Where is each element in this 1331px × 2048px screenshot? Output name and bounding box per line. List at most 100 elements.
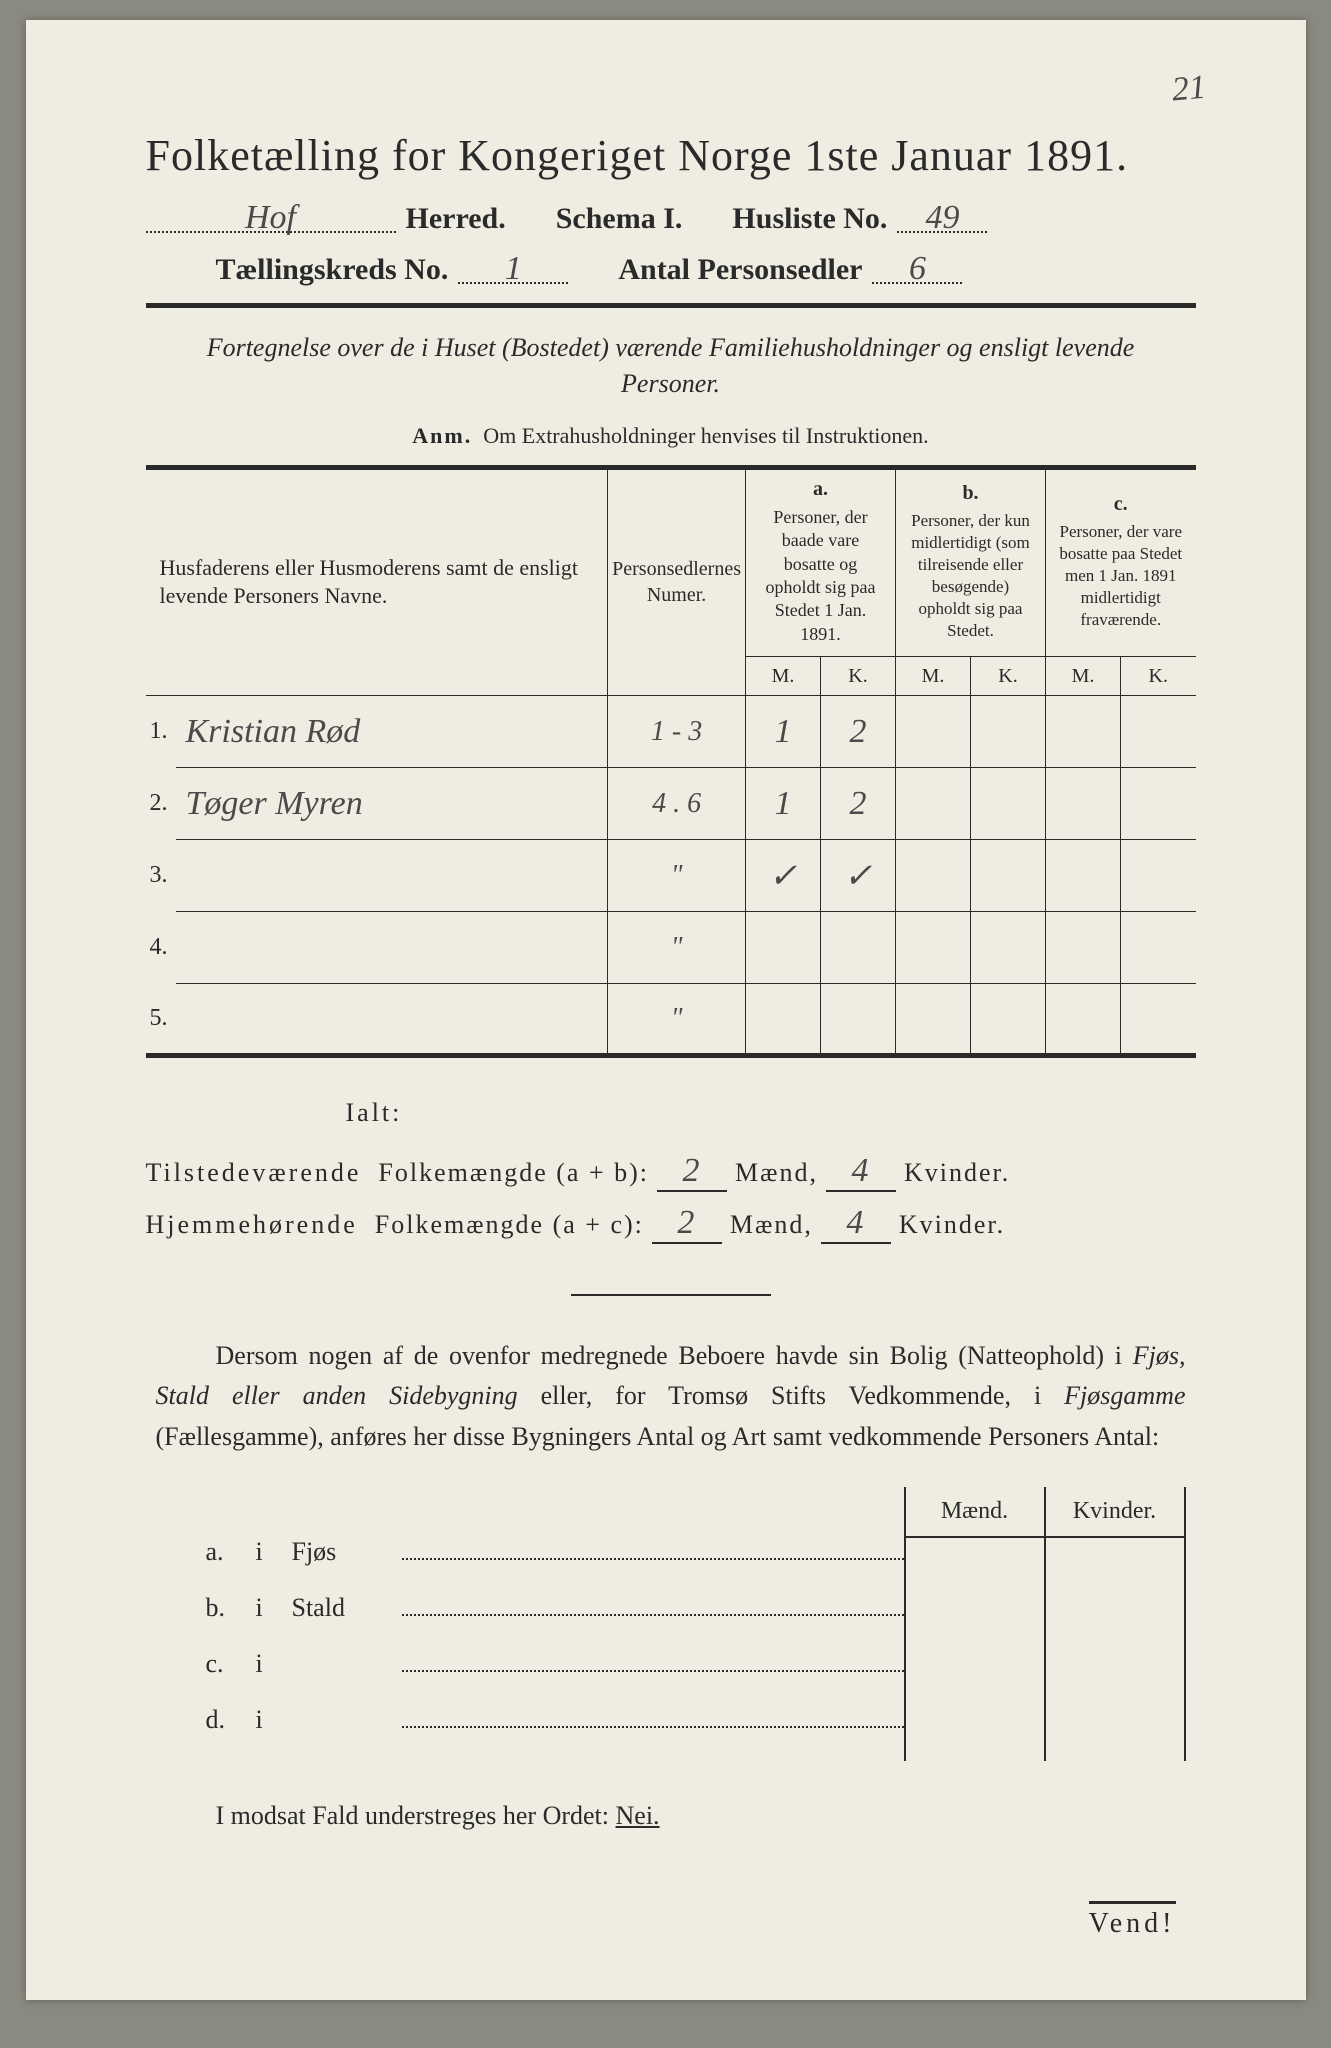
kreds-value: 1 [458,250,568,284]
col-group-a: a. Personer, der baade vare bosatte og o… [746,467,896,656]
b-m-cell [896,768,971,840]
divider-mid [571,1294,771,1296]
main-table: Husfaderens eller Husmoderens samt de en… [146,465,1196,1058]
dwell-dots [402,1542,904,1560]
herred-value: Hof [146,199,396,233]
sub-a-m: M. [746,657,821,696]
dwell-c-k [1045,1649,1185,1705]
row-number: 5. [146,984,176,1056]
c-m-cell [1046,912,1121,984]
page-corner-number: 21 [1170,69,1207,110]
numer-cell: " [608,840,746,912]
sub-c-m: M. [1046,657,1121,696]
vend-label: Vend! [1089,1901,1176,1940]
c-m-cell [1046,984,1121,1056]
numer-cell: 4 . 6 [608,768,746,840]
a-m-cell [746,912,821,984]
table-row: 5. " [146,984,1196,1056]
a-k-cell: 2 [821,768,896,840]
husliste-value: 49 [897,199,987,233]
husliste-label: Husliste No. [732,202,887,236]
form-subtitle: Fortegnelse over de i Huset (Bostedet) v… [186,330,1156,403]
col-group-c: c. Personer, der vare bosatte paa Stedet… [1046,467,1196,656]
antal-label: Antal Personsedler [618,253,862,287]
tilstede-maend: 2 [657,1152,727,1192]
dwell-d-m [905,1705,1045,1761]
header-line-2: Hof Herred. Schema I. Husliste No. 49 [146,199,1196,236]
col-numer-header: Personsedlernes Numer. [608,467,746,695]
dwell-header-m: Mænd. [905,1487,1045,1537]
dwell-d-k [1045,1705,1185,1761]
header-line-3: Tællingskreds No. 1 Antal Personsedler 6 [146,250,1196,287]
c-k-cell [1121,912,1196,984]
dwell-b-k [1045,1593,1185,1649]
name-cell: Tøger Myren [176,768,608,840]
c-m-cell [1046,768,1121,840]
b-k-cell [971,912,1046,984]
hjemme-maend: 2 [652,1204,722,1244]
name-cell [176,912,608,984]
dwell-i: i [256,1537,292,1567]
ialt-label: Ialt: [346,1098,1196,1128]
tilstede-kvinder: 4 [826,1152,896,1192]
c-m-cell [1046,696,1121,768]
c-k-cell [1121,984,1196,1056]
a-k-cell: ✓ [821,840,896,912]
anm-note: Anm. Om Extrahusholdninger henvises til … [146,423,1196,449]
dwell-i: i [256,1705,292,1735]
c-k-cell [1121,840,1196,912]
totals-tilstede: Tilstedeværende Folkemængde (a + b): 2 M… [146,1152,1196,1192]
divider-top [146,303,1196,308]
c-k-cell [1121,768,1196,840]
sub-a-k: K. [821,657,896,696]
schema-label: Schema I. [556,202,683,236]
b-k-cell [971,696,1046,768]
hjemme-kvinder: 4 [821,1204,891,1244]
numer-cell: " [608,984,746,1056]
dwell-dots [402,1598,904,1616]
col-names-header: Husfaderens eller Husmoderens samt de en… [146,467,608,695]
dwelling-row: d.i [206,1705,904,1761]
table-row: 4." [146,912,1196,984]
dwelling-paragraph: Dersom nogen af de ovenfor medregnede Be… [156,1336,1186,1457]
dwell-label: a. [206,1537,256,1567]
row-number: 3. [146,840,176,912]
dwelling-row: a.iFjøs [206,1537,904,1593]
table-row: 1.Kristian Rød1 - 312 [146,696,1196,768]
nei-line: I modsat Fald understreges her Ordet: Ne… [156,1801,1186,1831]
name-cell [176,840,608,912]
b-m-cell [896,696,971,768]
col-group-b: b. Personer, der kun midlertidigt (som t… [896,467,1046,656]
table-row: 3."✓✓ [146,840,1196,912]
sub-b-k: K. [971,657,1046,696]
table-row: 2.Tøger Myren4 . 612 [146,768,1196,840]
b-k-cell [971,768,1046,840]
a-k-cell [821,984,896,1056]
dwell-a-m [905,1537,1045,1593]
census-form-page: 21 Folketælling for Kongeriget Norge 1st… [26,20,1306,2000]
row-number: 4. [146,912,176,984]
dwell-i: i [256,1649,292,1679]
form-title: Folketælling for Kongeriget Norge 1ste J… [146,130,1196,181]
dwell-c-m [905,1649,1045,1705]
a-k-cell [821,912,896,984]
a-m-cell: 1 [746,696,821,768]
numer-cell: 1 - 3 [608,696,746,768]
b-m-cell [896,840,971,912]
kreds-label: Tællingskreds No. [216,253,449,287]
totals-hjemme: Hjemmehørende Folkemængde (a + c): 2 Mæn… [146,1204,1196,1244]
sub-b-m: M. [896,657,971,696]
c-m-cell [1046,840,1121,912]
dwell-label: d. [206,1705,256,1735]
c-k-cell [1121,696,1196,768]
dwell-dots [402,1654,904,1672]
dwelling-row: b.iStald [206,1593,904,1649]
dwelling-mk-table: Mænd. Kvinder. [904,1487,1186,1761]
row-number: 1. [146,696,176,768]
a-m-cell [746,984,821,1056]
dwell-b-m [905,1593,1045,1649]
dwell-name: Fjøs [292,1537,402,1567]
dwell-a-k [1045,1537,1185,1593]
b-m-cell [896,984,971,1056]
a-k-cell: 2 [821,696,896,768]
